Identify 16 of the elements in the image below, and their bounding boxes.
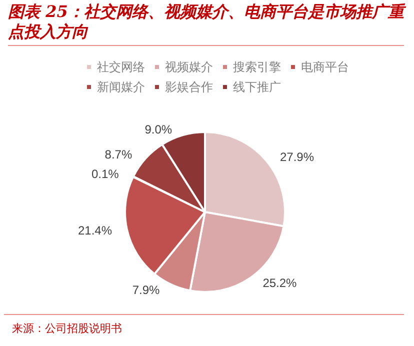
data-label: 27.9%	[280, 150, 314, 164]
data-label: 9.0%	[144, 122, 172, 136]
legend-label: 电商平台	[301, 60, 349, 74]
data-label: 25.2%	[262, 276, 298, 290]
legend-label: 线下推广	[233, 80, 281, 94]
data-label: 0.1%	[91, 166, 120, 181]
legend-label: 搜索引擎	[233, 60, 281, 74]
legend-label: 新闻媒介	[97, 80, 145, 94]
data-label: 8.7%	[104, 147, 132, 162]
source-note: 来源：公司招股说明书	[12, 322, 122, 335]
legend-label: 影娱合作	[165, 80, 213, 94]
data-label: 7.9%	[132, 282, 160, 297]
data-label: 21.4%	[78, 223, 112, 238]
chart-title: 图表 25：社交网络、视频媒介、电商平台是市场推广重点投入方向	[8, 2, 404, 46]
legend-label: 视频媒介	[165, 60, 213, 74]
legend-label: 社交网络	[97, 60, 145, 74]
